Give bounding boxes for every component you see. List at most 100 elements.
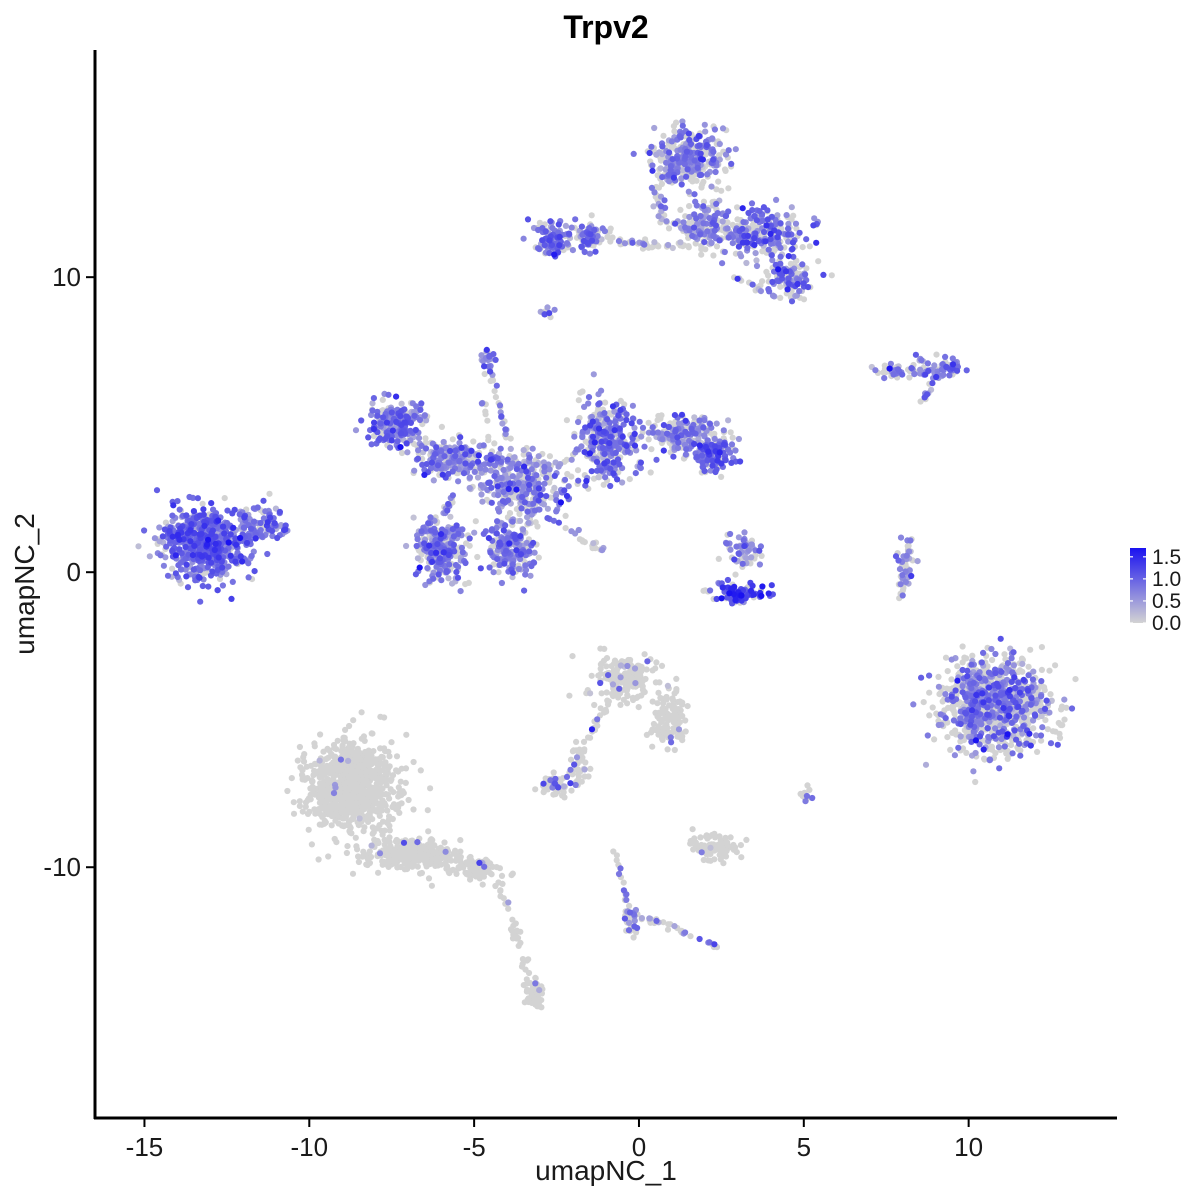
- data-point: [343, 779, 350, 787]
- data-point: [514, 934, 522, 942]
- data-point: [687, 837, 694, 845]
- data-point: [1027, 646, 1034, 653]
- data-point: [151, 535, 158, 542]
- data-point: [424, 807, 431, 814]
- data-point: [334, 737, 341, 744]
- data-point: [670, 728, 677, 736]
- data-point: [370, 748, 377, 755]
- data-point: [290, 810, 298, 817]
- data-point: [386, 834, 393, 841]
- data-point: [507, 926, 515, 933]
- data-point: [650, 203, 657, 210]
- data-point: [318, 785, 325, 792]
- data-point: [532, 974, 539, 982]
- data-point: [1038, 666, 1045, 674]
- data-point: [339, 822, 346, 829]
- data-point: [307, 785, 314, 792]
- data-point: [679, 733, 686, 740]
- data-point: [393, 836, 400, 844]
- data-point: [519, 956, 527, 963]
- data-point: [1042, 717, 1049, 724]
- data-point: [384, 859, 391, 867]
- data-point: [713, 420, 720, 427]
- data-point: [524, 988, 532, 995]
- data-point: [301, 751, 308, 758]
- data-point: [497, 893, 504, 900]
- data-point: [359, 853, 366, 860]
- data-point: [589, 545, 596, 552]
- data-point: [1072, 676, 1079, 683]
- data-point: [691, 414, 698, 421]
- data-point: [478, 352, 485, 359]
- data-point: [685, 188, 692, 195]
- data-point: [318, 773, 325, 780]
- data-point: [355, 858, 362, 866]
- data-point: [299, 766, 306, 774]
- data-point: [626, 919, 633, 927]
- data-point: [972, 778, 979, 786]
- data-point: [479, 881, 486, 888]
- data-point: [722, 167, 729, 174]
- data-point: [496, 865, 503, 872]
- data-point: [926, 689, 933, 696]
- data-point: [349, 870, 357, 877]
- data-point: [699, 181, 706, 188]
- data-point: [655, 243, 662, 250]
- data-point: [429, 837, 436, 844]
- data-point: [745, 547, 753, 554]
- data-point: [368, 760, 375, 768]
- data-point: [296, 803, 303, 810]
- data-point: [427, 785, 434, 792]
- data-point: [806, 243, 813, 250]
- data-point: [535, 453, 542, 460]
- data-point: [587, 690, 594, 697]
- data-point: [325, 747, 333, 754]
- data-point: [634, 671, 641, 678]
- data-point: [758, 552, 765, 560]
- data-point: [933, 351, 940, 358]
- data-point: [880, 369, 887, 376]
- data-point: [555, 463, 562, 470]
- data-point: [1032, 706, 1039, 713]
- data-point: [610, 693, 617, 700]
- data-point: [403, 731, 410, 738]
- data-point: [389, 803, 396, 810]
- data-point: [304, 775, 311, 782]
- data-point: [329, 752, 336, 759]
- data-point: [735, 534, 743, 541]
- data-point: [365, 812, 372, 819]
- data-point: [649, 667, 656, 674]
- data-point: [387, 786, 394, 793]
- data-point: [638, 433, 645, 440]
- data-point: [1052, 662, 1059, 669]
- data-point: [467, 853, 474, 861]
- data-point: [575, 397, 582, 404]
- data-point: [354, 807, 361, 814]
- data-point: [551, 306, 558, 313]
- data-point: [702, 128, 709, 135]
- data-point: [738, 854, 745, 861]
- data-point: [294, 757, 301, 764]
- data-point: [658, 662, 666, 670]
- data-point: [511, 454, 518, 461]
- data-point: [383, 770, 390, 777]
- data-point: [410, 806, 417, 813]
- data-point: [524, 514, 531, 521]
- data-point: [388, 776, 395, 783]
- data-point: [398, 449, 406, 457]
- data-point: [777, 294, 784, 301]
- data-point: [532, 996, 539, 1003]
- data-point: [611, 408, 618, 415]
- data-point: [419, 856, 426, 863]
- data-point: [687, 933, 694, 940]
- data-point: [597, 705, 604, 712]
- data-point: [330, 771, 337, 778]
- data-point: [604, 233, 611, 240]
- data-point: [540, 788, 548, 795]
- data-point: [378, 807, 385, 814]
- data-point: [748, 554, 755, 561]
- data-point: [719, 218, 726, 225]
- data-point: [509, 870, 516, 877]
- data-point: [671, 923, 678, 930]
- data-point: [712, 834, 719, 841]
